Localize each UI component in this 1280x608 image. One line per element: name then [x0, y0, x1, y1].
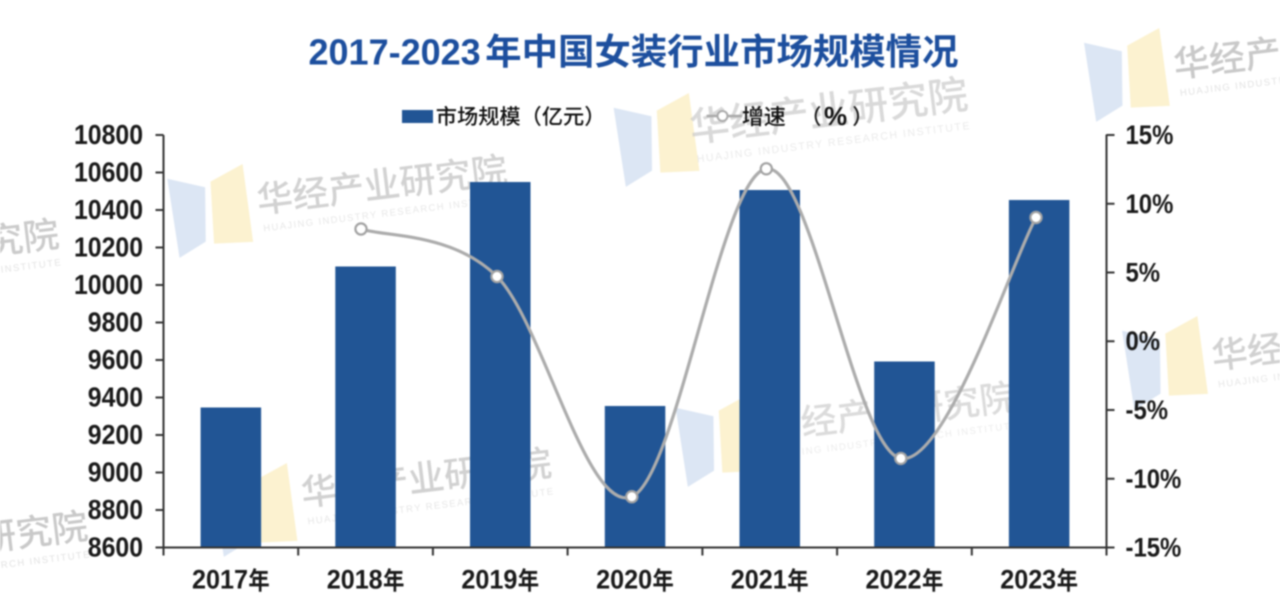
svg-text:8600: 8600	[88, 532, 143, 563]
svg-text:10800: 10800	[74, 119, 143, 150]
svg-text:5%: 5%	[1126, 258, 1161, 288]
svg-text:9000: 9000	[88, 457, 143, 488]
svg-text:9800: 9800	[88, 307, 143, 338]
svg-text:2020: 2020	[596, 565, 652, 595]
svg-text:9400: 9400	[88, 382, 143, 413]
svg-text:-15%: -15%	[1126, 533, 1182, 563]
svg-text:9200: 9200	[88, 419, 143, 450]
svg-text:2019: 2019	[461, 565, 517, 595]
svg-text:%: %	[824, 101, 847, 131]
svg-text:-5%: -5%	[1126, 395, 1169, 425]
svg-text:8800: 8800	[88, 494, 143, 525]
svg-text:0%: 0%	[1126, 326, 1161, 356]
svg-text:9600: 9600	[88, 344, 143, 375]
svg-text:10200: 10200	[74, 232, 143, 263]
svg-text:10400: 10400	[74, 194, 143, 225]
svg-text:10%: 10%	[1126, 189, 1174, 219]
svg-text:2018: 2018	[327, 565, 383, 595]
svg-text:10600: 10600	[74, 157, 143, 188]
svg-text:2021: 2021	[731, 565, 787, 595]
svg-text:2023: 2023	[1000, 565, 1056, 595]
svg-text:2017-2023: 2017-2023	[309, 32, 481, 73]
svg-text:2022: 2022	[866, 565, 922, 595]
svg-text:15%: 15%	[1126, 120, 1174, 150]
svg-text:-10%: -10%	[1126, 464, 1182, 494]
svg-text:2017: 2017	[192, 565, 248, 595]
svg-text:10000: 10000	[74, 269, 143, 300]
